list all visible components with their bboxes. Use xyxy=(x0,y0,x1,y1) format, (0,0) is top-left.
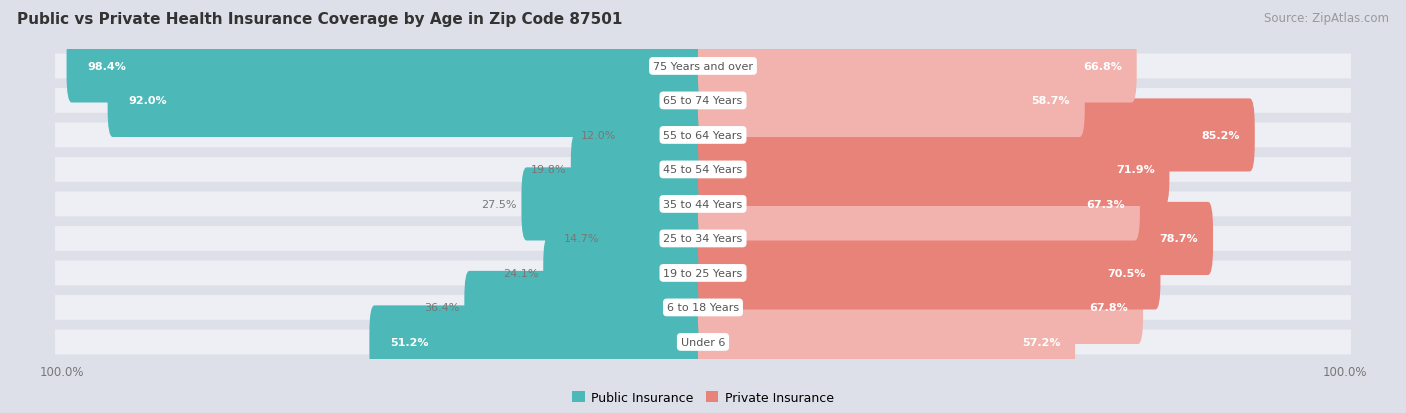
FancyBboxPatch shape xyxy=(55,330,1351,354)
FancyBboxPatch shape xyxy=(55,226,1351,251)
Text: Public vs Private Health Insurance Coverage by Age in Zip Code 87501: Public vs Private Health Insurance Cover… xyxy=(17,12,623,27)
Text: 66.8%: 66.8% xyxy=(1083,62,1122,72)
FancyBboxPatch shape xyxy=(697,30,1136,103)
FancyBboxPatch shape xyxy=(464,271,709,344)
FancyBboxPatch shape xyxy=(55,261,1351,286)
Text: 85.2%: 85.2% xyxy=(1202,131,1240,140)
Text: 6 to 18 Years: 6 to 18 Years xyxy=(666,303,740,313)
Text: 75 Years and over: 75 Years and over xyxy=(652,62,754,72)
FancyBboxPatch shape xyxy=(55,192,1351,217)
Text: 58.7%: 58.7% xyxy=(1032,96,1070,106)
Text: 24.1%: 24.1% xyxy=(503,268,538,278)
Legend: Public Insurance, Private Insurance: Public Insurance, Private Insurance xyxy=(567,386,839,409)
Text: Source: ZipAtlas.com: Source: ZipAtlas.com xyxy=(1264,12,1389,25)
FancyBboxPatch shape xyxy=(55,89,1351,114)
FancyBboxPatch shape xyxy=(370,306,709,379)
Text: 51.2%: 51.2% xyxy=(391,337,429,347)
Text: 98.4%: 98.4% xyxy=(87,62,127,72)
Text: 70.5%: 70.5% xyxy=(1108,268,1146,278)
FancyBboxPatch shape xyxy=(697,133,1170,206)
Text: 25 to 34 Years: 25 to 34 Years xyxy=(664,234,742,244)
FancyBboxPatch shape xyxy=(697,237,1160,310)
FancyBboxPatch shape xyxy=(603,202,709,275)
Text: 57.2%: 57.2% xyxy=(1022,337,1060,347)
Text: 14.7%: 14.7% xyxy=(564,234,599,244)
FancyBboxPatch shape xyxy=(621,99,709,172)
Text: 19 to 25 Years: 19 to 25 Years xyxy=(664,268,742,278)
FancyBboxPatch shape xyxy=(55,55,1351,79)
Text: 45 to 54 Years: 45 to 54 Years xyxy=(664,165,742,175)
Text: 19.8%: 19.8% xyxy=(531,165,567,175)
FancyBboxPatch shape xyxy=(55,123,1351,148)
FancyBboxPatch shape xyxy=(697,306,1076,379)
FancyBboxPatch shape xyxy=(543,237,709,310)
Text: 35 to 44 Years: 35 to 44 Years xyxy=(664,199,742,209)
FancyBboxPatch shape xyxy=(66,30,709,103)
FancyBboxPatch shape xyxy=(55,295,1351,320)
Text: Under 6: Under 6 xyxy=(681,337,725,347)
FancyBboxPatch shape xyxy=(697,65,1085,138)
Text: 12.0%: 12.0% xyxy=(581,131,616,140)
FancyBboxPatch shape xyxy=(108,65,709,138)
FancyBboxPatch shape xyxy=(697,99,1254,172)
FancyBboxPatch shape xyxy=(522,168,709,241)
FancyBboxPatch shape xyxy=(571,133,709,206)
Text: 67.3%: 67.3% xyxy=(1087,199,1125,209)
Text: 67.8%: 67.8% xyxy=(1090,303,1129,313)
Text: 78.7%: 78.7% xyxy=(1160,234,1198,244)
FancyBboxPatch shape xyxy=(697,168,1140,241)
Text: 55 to 64 Years: 55 to 64 Years xyxy=(664,131,742,140)
FancyBboxPatch shape xyxy=(697,271,1143,344)
Text: 36.4%: 36.4% xyxy=(425,303,460,313)
FancyBboxPatch shape xyxy=(697,202,1213,275)
Text: 92.0%: 92.0% xyxy=(129,96,167,106)
FancyBboxPatch shape xyxy=(55,158,1351,183)
Text: 27.5%: 27.5% xyxy=(481,199,517,209)
Text: 71.9%: 71.9% xyxy=(1116,165,1154,175)
Text: 65 to 74 Years: 65 to 74 Years xyxy=(664,96,742,106)
